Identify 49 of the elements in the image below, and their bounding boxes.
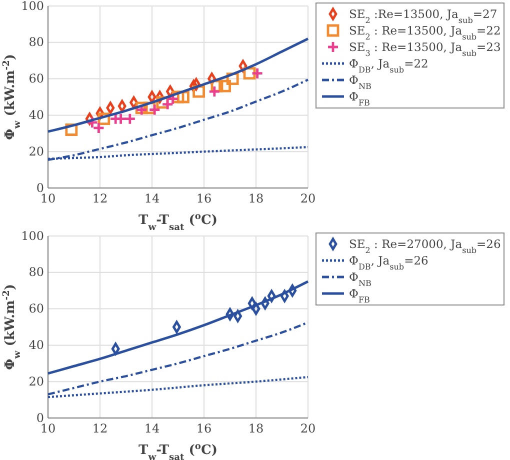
y-tick-label: 60	[28, 302, 44, 316]
point	[208, 85, 221, 98]
y-tick-label: 80	[28, 265, 44, 280]
point	[148, 104, 161, 116]
y-tick-label: 40	[28, 108, 44, 122]
point	[192, 85, 205, 98]
y-tick-label: 100	[21, 0, 44, 13]
x-axis-title: T$_{w}$-T$_{sat}$ ($^{o}$C)	[138, 210, 218, 232]
point	[161, 98, 174, 110]
x-tick-label: 14	[144, 422, 160, 436]
y-tick-label: 100	[21, 228, 44, 243]
point	[252, 302, 260, 315]
x-tick-label: 20	[300, 422, 316, 436]
y-tick-label: 60	[28, 72, 44, 86]
legend-label: Φ$_{FB}$	[349, 286, 370, 304]
point	[226, 72, 239, 85]
x-tick-label: 12	[92, 192, 108, 206]
point	[243, 67, 256, 80]
legend-label: SE$_{3}$ : Re=13500, Ja$_{sub}$=23	[349, 40, 501, 58]
legend-label: Φ$_{FB}$	[349, 90, 370, 107]
y-tick-label: 80	[28, 35, 44, 50]
point	[98, 112, 110, 126]
x-tick-label: 14	[144, 192, 160, 206]
y-tick-label: 20	[28, 144, 44, 158]
x-tick-label: 18	[248, 422, 264, 436]
point	[65, 124, 78, 136]
x-tick-label: 16	[196, 192, 212, 206]
y-tick-label: 20	[28, 374, 44, 388]
legend-label: Φ$_{DB}$, Ja$_{sub}$=22	[349, 56, 428, 74]
x-tick-label: 16	[196, 422, 212, 436]
x-axis-title: T$_{w}$-T$_{sat}$ ($^{o}$C)	[138, 440, 218, 460]
legend-label: SE$_{2}$ : Re=13500, Ja$_{sub}$=22	[349, 24, 501, 41]
line-series	[46, 280, 310, 375]
point	[218, 80, 231, 92]
legend-label: Φ$_{DB}$, Ja$_{sub}$=26	[349, 254, 428, 271]
point	[251, 67, 264, 80]
point	[156, 96, 169, 109]
point	[210, 80, 224, 92]
x-tick-label: 20	[300, 192, 316, 206]
legend-label: Φ$_{NB}$	[349, 270, 372, 288]
point	[226, 308, 234, 320]
point	[177, 90, 190, 104]
legend-label: Φ$_{NB}$	[349, 73, 372, 90]
x-tick-label: 12	[92, 422, 108, 436]
legend-label: SE$_{2}$ : Re=27000, Ja$_{sub}$=26	[349, 237, 501, 254]
y-tick-label: 40	[28, 338, 44, 352]
x-tick-label: 18	[248, 192, 264, 206]
legend-label: SE$_{2}$ :Re=13500, Ja$_{sub}$=27	[349, 7, 498, 24]
point	[124, 112, 136, 126]
